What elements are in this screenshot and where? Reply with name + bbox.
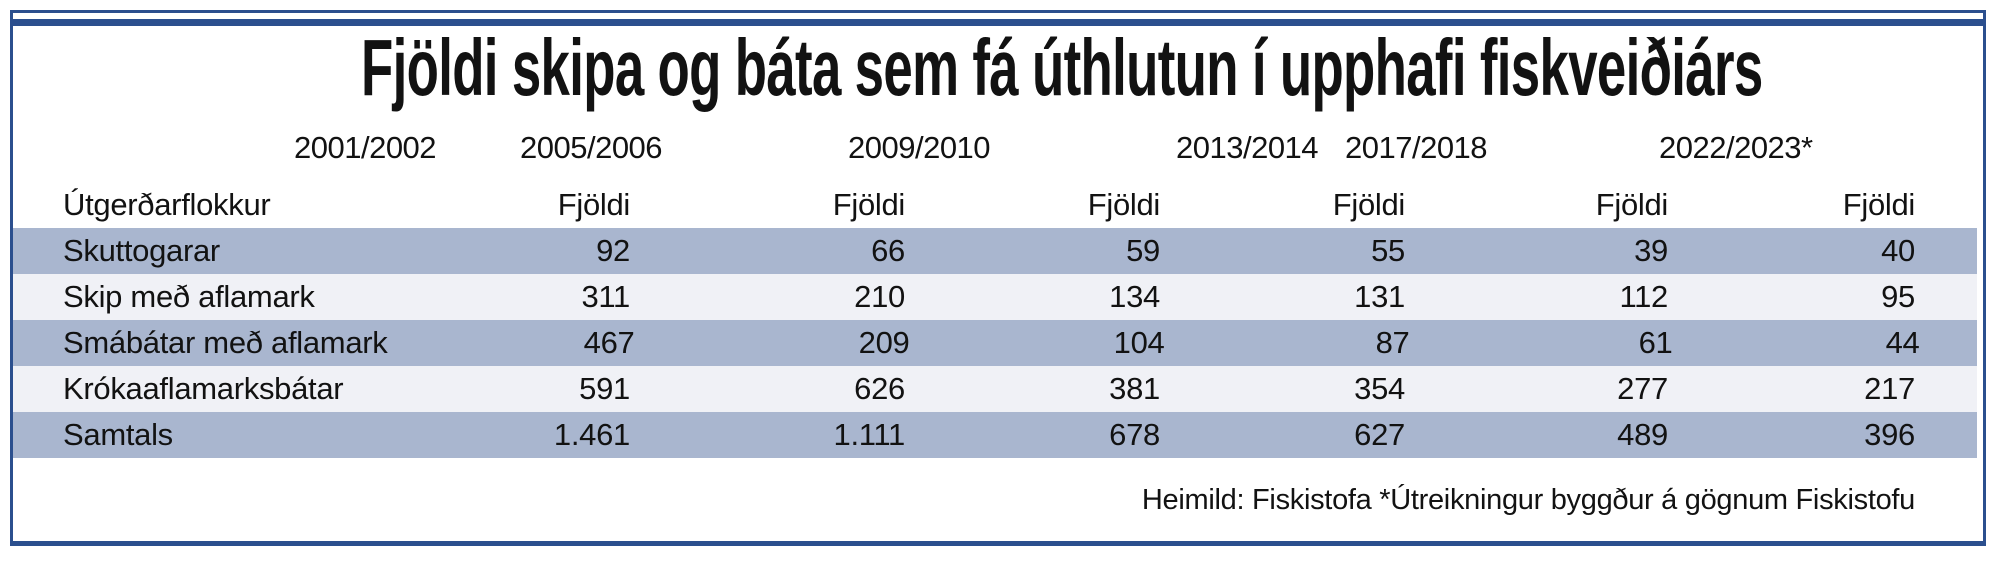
column-header: Fjöldi	[832, 187, 906, 222]
cell-value: 467	[583, 325, 635, 360]
cell-value: 217	[1864, 371, 1915, 406]
cell-value: 591	[579, 371, 630, 406]
cell-value: 381	[1109, 371, 1160, 406]
page-title-text: Fjöldi skipa og báta sem fá úthlutun í u…	[361, 23, 1763, 112]
cell-value: 104	[1113, 325, 1165, 360]
cell-value: 61	[1638, 325, 1673, 360]
column-header: Fjöldi	[1087, 187, 1161, 222]
column-header: Fjöldi	[1842, 187, 1916, 222]
cell-value: 39	[1634, 233, 1668, 268]
year-label: 2001/2002	[294, 130, 437, 165]
cell-value: 1.111	[833, 417, 906, 452]
cell-value: 396	[1864, 417, 1915, 452]
cell-value: 489	[1617, 417, 1668, 452]
year-label: 2022/2023*	[1659, 130, 1813, 165]
cell-value: 627	[1354, 417, 1405, 452]
year-label: 2005/2006	[520, 130, 663, 165]
cell-value: 44	[1885, 325, 1920, 360]
table-row: Samtals 1.461 1.111 678 627 489 396	[13, 412, 1977, 458]
cell-value: 678	[1109, 417, 1160, 452]
cell-value: 92	[596, 233, 630, 268]
top-accent-bar	[13, 19, 1983, 26]
cell-value: 626	[854, 371, 905, 406]
year-label: 2009/2010	[848, 130, 991, 165]
cell-value: 66	[871, 233, 905, 268]
data-table: Útgerðarflokkur Fjöldi Fjöldi Fjöldi Fjöldi F…	[13, 182, 1977, 458]
table-header-row: Útgerðarflokkur Fjöldi Fjöldi Fjöldi Fjöldi F…	[13, 182, 1977, 228]
cell-value: 311	[581, 279, 630, 314]
cell-value: 131	[1354, 279, 1405, 314]
cell-value: 134	[1109, 279, 1160, 314]
year-label: 2017/2018	[1345, 130, 1488, 165]
column-header: Fjöldi	[1332, 187, 1406, 222]
page-title: Fjöldi skipa og báta sem fá úthlutun í u…	[0, 26, 2000, 110]
column-header: Fjöldi	[557, 187, 631, 222]
year-header-row: 2001/2002 2005/2006 2009/2010 2013/2014 2017…	[0, 130, 2000, 166]
cell-value: 112	[1619, 279, 1668, 314]
cell-value: 277	[1617, 371, 1668, 406]
year-label: 2013/2014	[1176, 130, 1319, 165]
cell-value: 87	[1375, 325, 1410, 360]
cell-value: 95	[1881, 279, 1915, 314]
row-label: Samtals	[63, 417, 173, 452]
row-label: Smábátar með aflamark	[63, 325, 388, 360]
cell-value: 40	[1881, 233, 1915, 268]
cell-value: 354	[1354, 371, 1405, 406]
cell-value: 209	[858, 325, 910, 360]
row-label: Skuttogarar	[63, 233, 220, 268]
row-label: Krókaaflamarksbátar	[63, 371, 344, 406]
cell-value: 1.461	[553, 417, 630, 452]
table-row: Krókaaflamarksbátar 591 626 381 354 277 217	[13, 366, 1977, 412]
cell-value: 59	[1126, 233, 1160, 268]
table-row: Skuttogarar 92 66 59 55 39 40	[13, 228, 1977, 274]
row-label: Skip með aflamark	[63, 279, 315, 314]
table-row: Skip með aflamark 311 210 134 131 112 95	[13, 274, 1977, 320]
cell-value: 210	[854, 279, 905, 314]
category-header: Útgerðarflokkur	[63, 187, 271, 222]
source-note: Heimild: Fiskistofa *Útreikningur byggðu…	[1141, 484, 1915, 516]
cell-value: 55	[1371, 233, 1405, 268]
column-header: Fjöldi	[1595, 187, 1669, 222]
table-row: Smábátar með aflamark 467 209 104 87 61 44	[13, 320, 1977, 366]
